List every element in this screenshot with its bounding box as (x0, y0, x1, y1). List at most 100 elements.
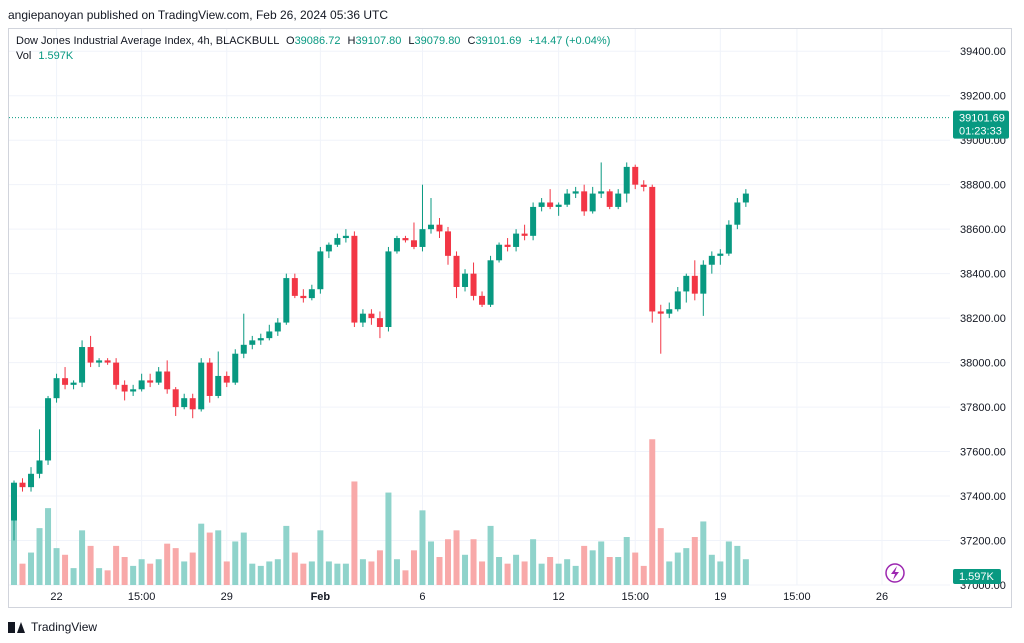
candle-body (19, 482, 26, 488)
x-tick-label: 19 (714, 591, 726, 603)
x-tick-label: 22 (50, 591, 62, 603)
y-tick-label: 37800.00 (960, 402, 1006, 414)
lightning-icon[interactable] (885, 563, 905, 583)
volume-bar (487, 525, 494, 585)
candle-body (513, 233, 520, 247)
candle-body (70, 382, 77, 385)
candle-body (113, 362, 120, 385)
x-tick-label: 6 (419, 591, 425, 603)
candle-body (530, 206, 537, 236)
candle-body (334, 238, 341, 245)
volume-bar (504, 563, 511, 585)
volume-bar (615, 557, 622, 585)
volume-bar (300, 563, 307, 585)
candle-body (589, 193, 596, 212)
volume-bar (470, 539, 477, 585)
candle-body (657, 311, 664, 314)
tradingview-logo-icon (8, 621, 26, 633)
candle-body (266, 331, 273, 339)
candle-body (385, 251, 392, 328)
volume-bar (342, 563, 349, 585)
volume-bar (436, 557, 443, 585)
volume-bar (317, 530, 324, 585)
volume-bar (717, 561, 724, 585)
candle-body (742, 193, 749, 203)
candle-body (104, 360, 111, 363)
volume-bar (96, 568, 103, 585)
candle-body (615, 193, 622, 207)
volume-bar (266, 561, 273, 585)
candle-body (206, 362, 213, 396)
volume-bar (530, 539, 537, 585)
candles (11, 162, 749, 541)
open-value: 39086.72 (294, 35, 341, 47)
candle-body (130, 389, 137, 392)
candle-body (564, 193, 571, 205)
y-tick-label: 37200.00 (960, 536, 1006, 548)
volume-bar (419, 510, 426, 585)
grid-lines (9, 29, 950, 586)
publisher-line: angiepanoyan published on TradingView.co… (8, 8, 389, 22)
x-tick-label: 12 (553, 591, 565, 603)
candle-body (393, 238, 400, 252)
volume-bar (206, 532, 213, 585)
candle-body (734, 202, 741, 225)
open-label: O (286, 35, 295, 47)
volume-bar (215, 530, 222, 585)
candle-body (283, 278, 290, 323)
y-tick-label: 38800.00 (960, 180, 1006, 192)
candle-body (496, 244, 503, 261)
candle-body (581, 191, 588, 212)
volume-bar (598, 541, 605, 585)
candle-body (368, 313, 375, 319)
footer[interactable]: TradingView (8, 620, 97, 634)
candle-body (11, 482, 17, 521)
volume-bar (385, 492, 392, 585)
volume-bar (674, 552, 681, 585)
candle-body (317, 251, 324, 290)
volume-bar (427, 541, 434, 585)
high-label: H (347, 35, 356, 47)
x-tick-label: 15:00 (621, 591, 649, 603)
y-tick-label: 38000.00 (960, 358, 1006, 370)
y-tick-label: 38200.00 (960, 313, 1006, 325)
y-tick-label: 38600.00 (960, 224, 1006, 236)
close-value: 39101.69 (475, 35, 522, 47)
candle-body (325, 244, 332, 252)
candle-body (462, 273, 469, 287)
candle-body (189, 398, 196, 410)
candle-body (606, 191, 613, 207)
high-value: 39107.80 (355, 35, 402, 47)
candle-body (36, 460, 43, 474)
candle-body (640, 184, 647, 187)
volume-bar (28, 552, 35, 585)
y-tick-label: 39400.00 (960, 46, 1006, 58)
volume-bar (53, 548, 60, 585)
candle-body (62, 378, 69, 385)
x-tick-label: 15:00 (783, 591, 811, 603)
volume-bar (232, 541, 239, 585)
volume-bar (249, 563, 256, 585)
volume-bar (121, 557, 128, 585)
volume-bar (708, 554, 715, 585)
price-badge-countdown: 01:23:33 (959, 126, 1002, 138)
candle-body (717, 253, 724, 256)
volume-bar (147, 563, 154, 585)
volume-badge-value: 1.597K (959, 571, 995, 583)
volume-bar (334, 563, 341, 585)
chart-frame[interactable] (8, 28, 1012, 608)
volume-bar (359, 559, 366, 585)
chart-legend: Dow Jones Industrial Average Index, 4h, … (16, 34, 610, 64)
candle-body (547, 202, 554, 207)
volume-bar (402, 570, 409, 585)
x-tick-label: 29 (221, 591, 233, 603)
candle-body (147, 380, 154, 383)
volume-bar (521, 561, 528, 585)
symbol-title: Dow Jones Industrial Average Index, 4h, … (16, 35, 279, 47)
candle-body (419, 229, 426, 247)
candle-body (623, 166, 630, 194)
volume-bar (462, 554, 469, 585)
candle-body (121, 384, 128, 392)
candle-body (274, 322, 281, 332)
